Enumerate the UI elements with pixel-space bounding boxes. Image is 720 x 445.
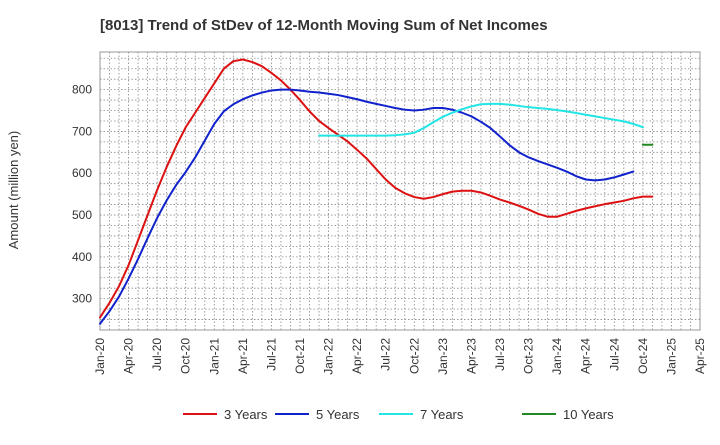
legend-label: 5 Years [316,407,360,422]
x-tick-label: Jul-20 [150,338,164,371]
legend-label: 3 Years [224,407,268,422]
grid [99,51,701,331]
series-line [99,58,654,319]
x-tick-label: Oct-22 [407,338,421,374]
x-tick-label: Jan-21 [207,338,221,375]
x-tick-label: Jan-22 [322,338,336,375]
x-tick-label: Jan-20 [93,338,107,375]
legend-label: 10 Years [563,407,614,422]
x-tick-label: Jul-21 [264,338,278,371]
legend: 3 Years 5 Years 7 Years 10 Years [183,407,614,422]
x-tick-label: Jan-25 [664,338,678,375]
x-tick-label: Jul-22 [379,338,393,371]
plot-area-border [99,51,701,331]
y-tick-label: 800 [72,83,92,97]
x-tick-label: Apr-20 [122,338,136,374]
y-tick-label: 700 [72,124,92,138]
x-tick-label: Apr-21 [236,338,250,374]
x-tick-label: Oct-21 [293,338,307,374]
x-tick-label: Apr-25 [693,338,707,374]
series-line [318,102,644,137]
x-tick-label: Jul-24 [607,338,621,371]
x-tick-label: Apr-23 [464,338,478,374]
x-tick-label: Apr-22 [350,338,364,374]
y-tick-label: 300 [72,292,92,306]
y-axis-label: Amount (million yen) [6,131,21,250]
x-tick-label: Jul-23 [493,338,507,371]
axes: 300 400 500 600 700 800 Jan-20 Apr-20 Jul-20 Oct-… [72,83,707,375]
x-tick-label: Jan-24 [550,338,564,375]
y-tick-label: 500 [72,208,92,222]
legend-label: 7 Years [420,407,464,422]
x-tick-label: Jan-23 [436,338,450,375]
y-tick-label: 400 [72,250,92,264]
y-tick-label: 600 [72,166,92,180]
x-tick-label: Oct-23 [522,338,536,374]
x-tick-label: Oct-24 [636,338,650,374]
x-tick-label: Apr-24 [579,338,593,374]
x-tick-label: Oct-20 [179,338,193,374]
chart-title: [8013] Trend of StDev of 12-Month Moving… [100,17,548,34]
series-group [99,58,654,325]
series-line [99,88,635,325]
